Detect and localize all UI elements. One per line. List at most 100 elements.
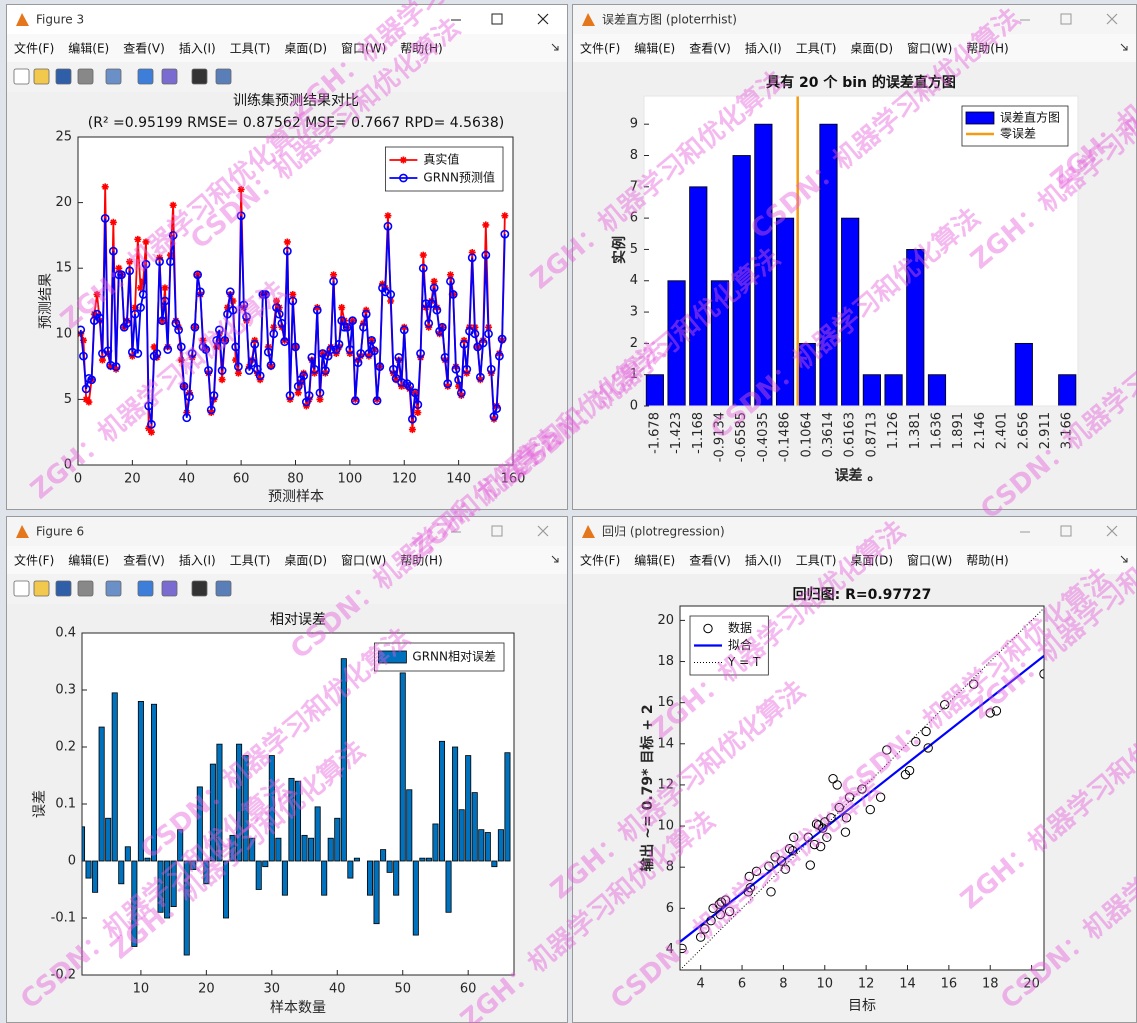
point-marker: [875, 792, 886, 802]
x-category-label: 1.891: [951, 412, 966, 449]
title-bar: [573, 5, 1136, 34]
toolbar-button[interactable]: [161, 68, 178, 85]
menu-item[interactable]: 编辑(E): [634, 41, 675, 56]
point-marker: [813, 820, 824, 830]
menu-item[interactable]: 帮助(H): [966, 554, 1008, 568]
point-marker: [93, 290, 101, 298]
point-marker: [111, 362, 121, 371]
point-marker: [204, 366, 213, 375]
menu-item[interactable]: 编辑(E): [634, 553, 675, 568]
menu-item[interactable]: 帮助(H): [400, 554, 442, 568]
x-tick-label: 4: [697, 977, 705, 992]
menu-item[interactable]: 查看(V): [123, 554, 165, 568]
close-button[interactable]: [537, 13, 549, 25]
toolbar-button[interactable]: [13, 68, 30, 85]
toolbar-button[interactable]: [137, 68, 154, 85]
close-button[interactable]: [1106, 13, 1118, 25]
toolbar-button[interactable]: [33, 580, 50, 597]
menu-item[interactable]: 插入(I): [179, 42, 216, 56]
close-button[interactable]: [537, 525, 549, 537]
point-marker: [160, 296, 170, 306]
menu-item[interactable]: 编辑(E): [68, 553, 109, 568]
menu-item[interactable]: 桌面(D): [284, 42, 327, 56]
menu-item[interactable]: 文件(F): [14, 41, 54, 56]
maximize-button[interactable]: [491, 13, 503, 25]
menu-item[interactable]: 编辑(E): [68, 41, 109, 56]
menu-item[interactable]: 插入(I): [745, 42, 782, 56]
legend-label: GRNN预测值: [423, 170, 495, 185]
menu-item[interactable]: 文件(F): [580, 553, 620, 568]
point-marker: [126, 258, 134, 266]
menu-item[interactable]: 窗口(W): [907, 42, 952, 56]
menu-item[interactable]: 窗口(W): [341, 554, 386, 568]
x-category-label: 2.656: [1016, 412, 1031, 449]
y-tick-label: 14: [657, 736, 674, 751]
bar: [196, 786, 203, 862]
toolbar-button[interactable]: [13, 580, 30, 597]
point-marker: [107, 363, 115, 371]
toolbar-button[interactable]: [191, 68, 208, 85]
menu-item[interactable]: 插入(I): [745, 554, 782, 568]
menu-item[interactable]: 帮助(H): [966, 42, 1008, 56]
point-marker: [136, 303, 145, 312]
point-marker: [139, 277, 147, 285]
maximize-button[interactable]: [1060, 13, 1072, 25]
toolbar-button[interactable]: [55, 68, 72, 85]
chart: 0 5 10 15 20 25 0 20 40 60 80 100 120 140 160 训练集预测结果对比…: [38, 92, 525, 505]
toolbar-button[interactable]: [77, 68, 94, 85]
point-marker: [109, 218, 117, 226]
toolbar: [7, 574, 567, 604]
toolbar-button[interactable]: [55, 580, 72, 597]
point-marker: [239, 300, 249, 310]
toolbar-button[interactable]: [33, 68, 50, 85]
toolbar-button[interactable]: [137, 580, 154, 597]
menu-item[interactable]: 文件(F): [14, 553, 54, 568]
toolbar-button[interactable]: [105, 68, 122, 85]
point-marker: [175, 323, 183, 331]
menu-item[interactable]: 工具(T): [230, 554, 271, 568]
window-title: 误差直方图 (ploterrhist): [602, 12, 737, 27]
x-category-label: -1.168: [691, 412, 706, 454]
point-marker: [161, 284, 169, 292]
point-marker: [272, 297, 280, 305]
menu-item[interactable]: 帮助(H): [400, 42, 442, 56]
chart-title: 训练集预测结果对比: [233, 92, 359, 109]
x-category-label: 0.6163: [843, 412, 858, 458]
maximize-button[interactable]: [1060, 525, 1072, 537]
menu-item[interactable]: 插入(I): [179, 554, 216, 568]
menu-item[interactable]: 查看(V): [123, 42, 165, 56]
toolbar-button[interactable]: [105, 580, 122, 597]
menu-item[interactable]: 桌面(D): [284, 554, 327, 568]
menu-item[interactable]: 文件(F): [580, 41, 620, 56]
menu-item[interactable]: 查看(V): [689, 42, 731, 56]
x-category-label: -0.1486: [778, 412, 793, 462]
menu-item[interactable]: 窗口(W): [341, 42, 386, 56]
toolbar-button[interactable]: [215, 580, 232, 597]
toolbar-button[interactable]: [215, 68, 232, 85]
menu-item[interactable]: 桌面(D): [850, 42, 893, 56]
bar: [85, 860, 92, 879]
maximize-button[interactable]: [491, 525, 503, 537]
point-marker: [133, 349, 143, 358]
point-marker: [131, 304, 139, 312]
point-marker: [392, 376, 400, 384]
y-axis-label: 误差: [32, 790, 48, 818]
menu-item[interactable]: 工具(T): [796, 42, 837, 56]
bar: [366, 860, 374, 896]
menu-item[interactable]: 窗口(W): [907, 554, 952, 568]
x-axis-label: 目标: [848, 998, 876, 1014]
close-button[interactable]: [1106, 525, 1118, 537]
point-marker: [462, 364, 472, 374]
menu-item[interactable]: 查看(V): [689, 554, 731, 568]
bar: [491, 860, 498, 868]
toolbar-button[interactable]: [77, 580, 94, 597]
toolbar-button[interactable]: [161, 580, 178, 597]
menu-item[interactable]: 工具(T): [796, 554, 837, 568]
point-marker: [985, 708, 995, 718]
toolbar-button[interactable]: [191, 580, 208, 597]
point-marker: [399, 173, 408, 183]
menu-item[interactable]: 桌面(D): [850, 554, 893, 568]
menu-item[interactable]: 工具(T): [230, 42, 271, 56]
point-marker: [413, 400, 423, 410]
